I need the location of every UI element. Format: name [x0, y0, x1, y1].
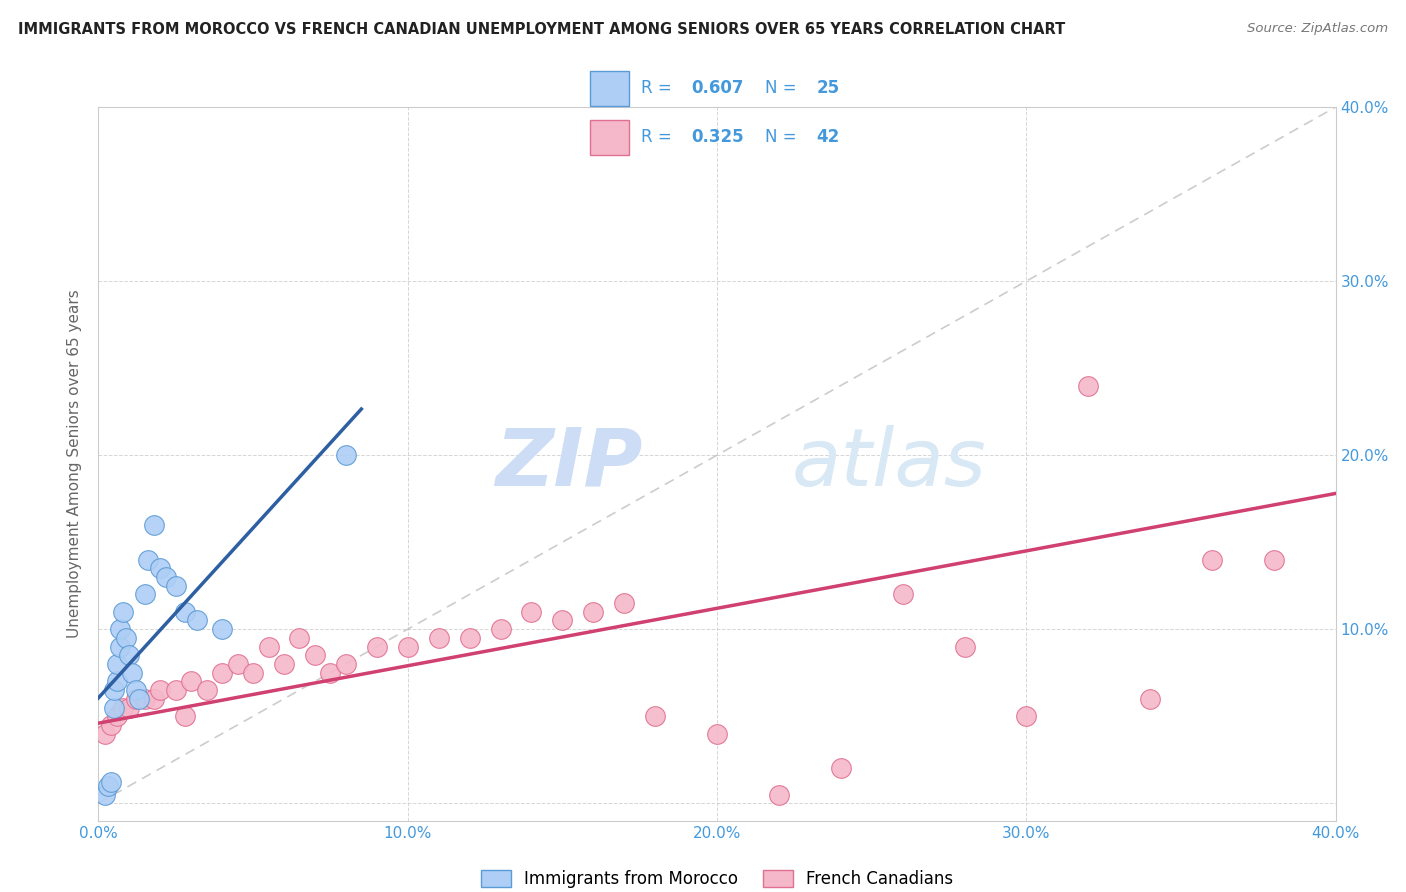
Point	[93, 788, 115, 802]
Point	[335, 448, 357, 462]
Point	[195, 683, 218, 698]
Point	[155, 570, 177, 584]
Point	[112, 605, 135, 619]
Point	[319, 665, 342, 680]
Point	[768, 788, 790, 802]
Point	[211, 622, 233, 636]
Text: 25: 25	[817, 79, 839, 97]
Point	[118, 648, 141, 663]
Point	[136, 552, 159, 566]
Point	[644, 709, 666, 723]
Text: 0.325: 0.325	[690, 128, 744, 146]
Point	[489, 622, 512, 636]
Point	[149, 683, 172, 698]
Point	[273, 657, 295, 671]
Point	[149, 561, 172, 575]
Y-axis label: Unemployment Among Seniors over 65 years: Unemployment Among Seniors over 65 years	[67, 290, 83, 638]
Point	[953, 640, 976, 654]
Point	[1263, 552, 1285, 566]
Point	[118, 700, 141, 714]
FancyBboxPatch shape	[589, 120, 628, 155]
Point	[1201, 552, 1223, 566]
Text: 42: 42	[817, 128, 839, 146]
Point	[520, 605, 543, 619]
Text: Source: ZipAtlas.com: Source: ZipAtlas.com	[1247, 22, 1388, 36]
Text: atlas: atlas	[792, 425, 986, 503]
Point	[226, 657, 249, 671]
Point	[143, 517, 166, 532]
Point	[105, 657, 128, 671]
Point	[551, 614, 574, 628]
Point	[100, 775, 122, 789]
Point	[891, 587, 914, 601]
Point	[103, 683, 125, 698]
Point	[211, 665, 233, 680]
Point	[427, 631, 450, 645]
Point	[108, 640, 131, 654]
Text: N =: N =	[765, 79, 801, 97]
Point	[613, 596, 636, 610]
Point	[242, 665, 264, 680]
Point	[97, 779, 120, 793]
Point	[174, 605, 197, 619]
Point	[1015, 709, 1038, 723]
Point	[105, 709, 128, 723]
Point	[288, 631, 311, 645]
Point	[830, 761, 852, 775]
Point	[1139, 691, 1161, 706]
Point	[1077, 378, 1099, 392]
Text: ZIP: ZIP	[495, 425, 643, 503]
Point	[112, 700, 135, 714]
Text: R =: R =	[641, 128, 676, 146]
Point	[165, 683, 187, 698]
Point	[396, 640, 419, 654]
Point	[134, 587, 156, 601]
Point	[366, 640, 388, 654]
Text: 0.607: 0.607	[690, 79, 744, 97]
Point	[134, 691, 156, 706]
Point	[186, 614, 208, 628]
Point	[165, 579, 187, 593]
Point	[706, 726, 728, 740]
Point	[143, 691, 166, 706]
Legend: Immigrants from Morocco, French Canadians: Immigrants from Morocco, French Canadian…	[474, 863, 960, 892]
Point	[174, 709, 197, 723]
Point	[108, 622, 131, 636]
Point	[121, 665, 143, 680]
Text: IMMIGRANTS FROM MOROCCO VS FRENCH CANADIAN UNEMPLOYMENT AMONG SENIORS OVER 65 YE: IMMIGRANTS FROM MOROCCO VS FRENCH CANADI…	[18, 22, 1066, 37]
FancyBboxPatch shape	[589, 70, 628, 105]
Point	[105, 674, 128, 689]
Text: R =: R =	[641, 79, 676, 97]
Point	[115, 631, 138, 645]
Point	[582, 605, 605, 619]
Text: N =: N =	[765, 128, 801, 146]
Point	[100, 718, 122, 732]
Point	[124, 683, 146, 698]
Point	[458, 631, 481, 645]
Point	[180, 674, 202, 689]
Point	[335, 657, 357, 671]
Point	[93, 726, 115, 740]
Point	[124, 691, 146, 706]
Point	[304, 648, 326, 663]
Point	[103, 700, 125, 714]
Point	[257, 640, 280, 654]
Point	[128, 691, 150, 706]
